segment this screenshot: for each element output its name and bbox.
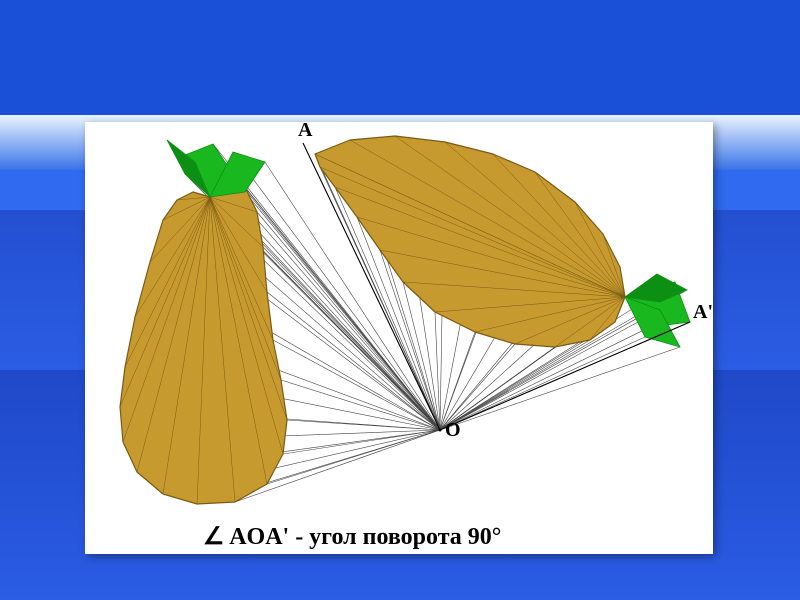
caption-text: ∠ AOA' - угол поворота 90°: [203, 522, 501, 551]
slide-stage: A A' O ∠ AOA' - угол поворота 90°: [0, 0, 800, 600]
label-a: A: [298, 119, 312, 142]
diagram-svg: [85, 122, 713, 554]
label-o: O: [445, 419, 461, 442]
label-a-prime: A': [693, 301, 713, 324]
diagram-panel: A A' O ∠ AOA' - угол поворота 90°: [85, 122, 713, 554]
